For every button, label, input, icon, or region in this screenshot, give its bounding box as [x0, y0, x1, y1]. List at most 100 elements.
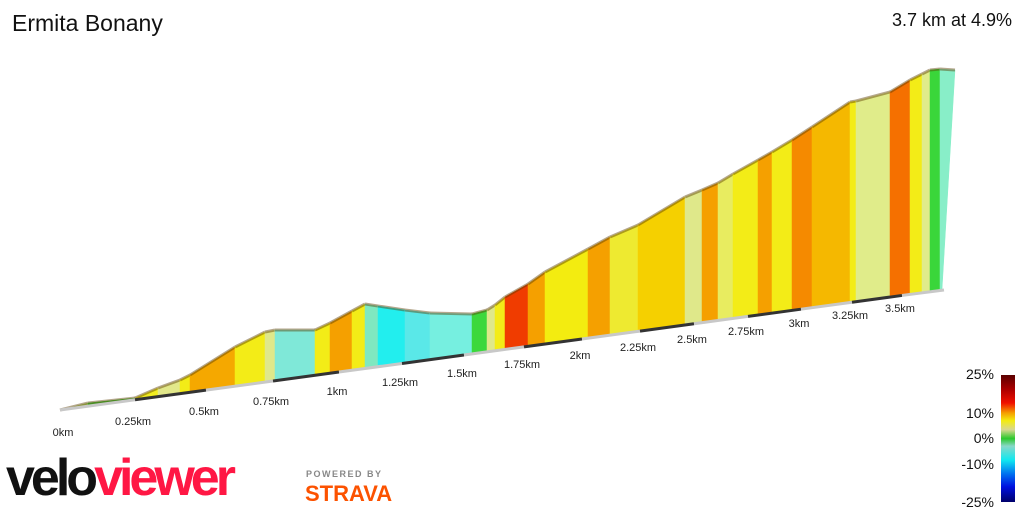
gradient-segment — [544, 248, 589, 345]
profile-top-edge — [157, 378, 181, 390]
distance-tick-label: 2.5km — [677, 334, 707, 346]
distance-baseline — [851, 293, 903, 304]
profile-top-edge — [889, 78, 911, 94]
gradient-segment — [921, 69, 931, 294]
gradient-segment — [849, 100, 857, 303]
distance-baseline — [639, 322, 695, 333]
profile-top-edge — [351, 302, 366, 313]
distance-baseline — [581, 329, 641, 341]
gradient-segment — [757, 151, 773, 316]
gradient-segment — [609, 224, 639, 336]
distance-tick-label: 1.25km — [382, 377, 418, 389]
distance-tick-label: 0.5km — [189, 406, 219, 418]
distance-tick-label: 0.25km — [115, 416, 151, 428]
profile-top-edge — [234, 330, 266, 349]
distance-baseline — [693, 314, 749, 326]
profile-top-edge — [717, 172, 734, 185]
profile-top-edge — [929, 67, 941, 72]
profile-top-edge — [471, 308, 488, 316]
profile-top-edge — [587, 235, 611, 251]
gradient-segment — [274, 329, 316, 382]
gradient-segment — [486, 304, 496, 353]
gradient-segment — [909, 73, 923, 295]
veloviewer-logo: veloviewer — [6, 449, 236, 507]
gradient-segment — [314, 322, 331, 376]
profile-top-edge — [855, 90, 891, 103]
profile-top-edge — [544, 247, 589, 274]
profile-top-edge — [811, 100, 851, 129]
gradient-segment — [939, 68, 956, 291]
profile-top-edge — [189, 345, 236, 377]
distance-tick-label: 0km — [53, 427, 74, 439]
profile-top-edge — [329, 309, 353, 325]
distance-baseline — [401, 353, 465, 365]
distance-baseline — [463, 345, 525, 357]
distance-baseline — [59, 398, 136, 412]
gradient-segment — [364, 303, 379, 369]
distance-tick-label: 2.25km — [620, 342, 656, 354]
distance-baseline — [272, 370, 340, 383]
distance-baseline — [205, 379, 274, 392]
gradient-legend-bar — [1001, 375, 1015, 502]
profile-top-edge — [486, 303, 496, 312]
distance-tick-label: 3km — [789, 318, 810, 330]
distance-baseline — [523, 337, 583, 349]
gradient-segment — [771, 139, 793, 314]
strava-logo: STRAVA — [305, 481, 393, 506]
gradient-segment — [377, 305, 406, 368]
gradient-segment — [717, 173, 734, 321]
distance-tick-label: 1.5km — [447, 368, 477, 380]
profile-top-edge — [134, 386, 159, 400]
segment-title: Ermita Bonany — [12, 10, 163, 36]
gradient-segment — [471, 309, 488, 355]
distance-tick-label: 2km — [570, 350, 591, 362]
distance-tick-label: 0.75km — [253, 396, 289, 408]
gradient-segment — [264, 329, 276, 383]
profile-top-edge — [494, 295, 506, 307]
profile-top-edge — [637, 195, 686, 227]
legend-label: -10% — [961, 456, 994, 472]
profile-top-edge — [732, 158, 759, 176]
profile-top-edge — [791, 125, 813, 142]
distance-baseline — [800, 300, 853, 311]
profile-top-edge — [757, 150, 773, 162]
gradient-segment — [889, 79, 911, 298]
gradient-segment — [637, 196, 686, 332]
profile-top-edge — [909, 72, 923, 82]
profile-top-edge — [179, 373, 191, 382]
legend-label: 25% — [965, 366, 994, 382]
profile-top-edge — [404, 308, 431, 315]
legend-label: 10% — [965, 405, 994, 421]
profile-top-edge — [684, 188, 703, 199]
distance-tick-label: 1km — [327, 386, 348, 398]
legend-label: 0% — [973, 430, 994, 446]
gradient-segment — [732, 159, 759, 319]
distance-baseline — [901, 288, 945, 297]
distance-baseline — [747, 307, 802, 318]
profile-top-edge — [921, 68, 931, 76]
profile-top-edge — [609, 223, 639, 239]
distance-baseline — [338, 361, 403, 374]
gradient-segment — [929, 68, 941, 292]
profile-top-edge — [504, 282, 529, 299]
profile-top-edge — [364, 302, 379, 308]
profile-top-edge — [87, 396, 136, 405]
distance-tick-label: 1.75km — [504, 359, 540, 371]
gradient-segment — [351, 303, 366, 371]
profile-top-edge — [429, 311, 473, 316]
gradient-segment — [429, 312, 473, 360]
gradient-segment — [855, 91, 891, 302]
distance-baseline — [134, 388, 207, 402]
gradient-segment — [701, 182, 719, 323]
gradient-segment — [404, 309, 431, 364]
segment-summary: 3.7 km at 4.9% — [891, 10, 1012, 30]
profile-top-edge — [527, 270, 546, 286]
profile-top-edge — [771, 138, 793, 154]
legend-label: -25% — [961, 494, 994, 510]
powered-by-label: POWERED BY — [306, 469, 383, 479]
gradient-segment — [587, 236, 611, 339]
profile-top-edge — [849, 99, 857, 104]
gradient-segment — [791, 126, 813, 311]
distance-tick-label: 3.5km — [885, 303, 915, 315]
